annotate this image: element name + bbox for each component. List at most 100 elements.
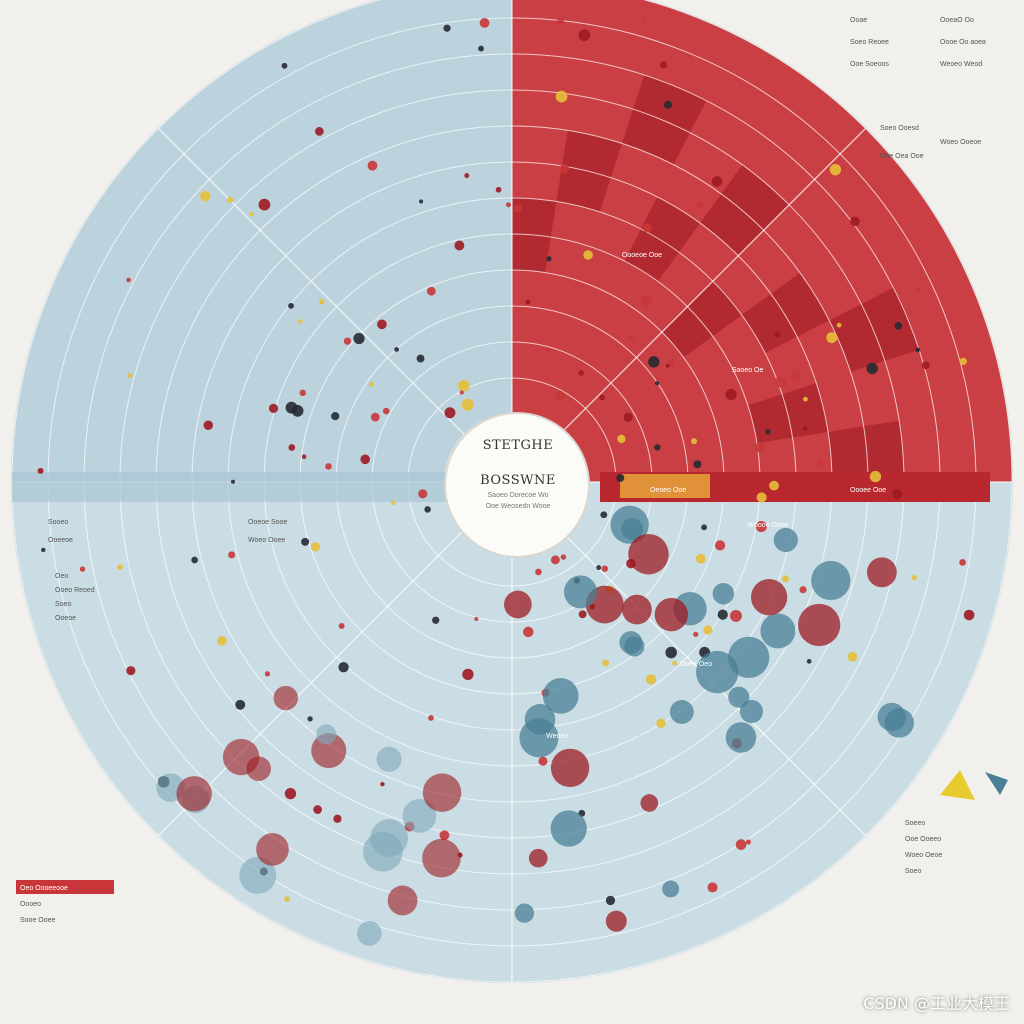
scatter-point [769, 480, 779, 491]
scatter-point [560, 554, 567, 560]
red-sector-step [624, 196, 701, 282]
scatter-point [557, 18, 564, 26]
scatter-point [911, 574, 918, 581]
bubble-point [402, 798, 437, 833]
bubble-point [621, 518, 644, 541]
scatter-point [231, 479, 236, 484]
scatter-point [331, 411, 340, 421]
scatter-point [535, 568, 542, 576]
bubble-point [550, 810, 587, 847]
scatter-point [319, 298, 325, 305]
bubble-point [376, 746, 402, 772]
annotation-left-table: Soeo [55, 601, 71, 608]
annotation-red-band: Oeoeo Ooe [650, 487, 686, 494]
scatter-point [803, 396, 808, 402]
scatter-point [816, 460, 823, 467]
scatter-point [703, 625, 713, 635]
scatter-point [505, 202, 511, 208]
scatter-point [418, 489, 428, 499]
scatter-point [217, 636, 227, 646]
scatter-point [264, 671, 271, 677]
annotation-top-right: OoeaO Oo [940, 17, 974, 24]
sector-label: Weoeo [546, 733, 568, 740]
scatter-point [203, 420, 214, 431]
scatter-point [284, 896, 290, 902]
scatter-point [299, 389, 306, 397]
scatter-point [380, 781, 385, 787]
scatter-point [648, 356, 660, 368]
scatter-point [693, 631, 699, 637]
bubble-point [866, 557, 897, 588]
bubble-point [622, 594, 652, 625]
scatter-point [847, 651, 858, 662]
red-sector-step [622, 74, 707, 165]
scatter-point [578, 610, 587, 619]
scatter-point [382, 407, 390, 415]
scatter-point [454, 240, 465, 251]
red-sector-step [828, 420, 904, 482]
annotation-top-right: Ooe Soeoos [850, 61, 889, 68]
bottom-left-label-box [16, 880, 114, 894]
scatter-point [802, 426, 808, 432]
bubble-point [696, 650, 739, 694]
scatter-point [806, 658, 812, 664]
scatter-point [717, 609, 728, 620]
bubble-point [628, 533, 669, 575]
scatter-point [729, 609, 742, 622]
scatter-point [774, 376, 786, 388]
scatter-point [711, 176, 723, 187]
scatter-point [522, 626, 534, 638]
scatter-point [459, 390, 464, 395]
bubble-point [422, 773, 462, 812]
scatter-point [915, 347, 921, 353]
scatter-point [443, 24, 451, 32]
scatter-point [127, 373, 133, 379]
scatter-point [338, 623, 345, 629]
bubble-point [357, 921, 382, 946]
annotation-left-table: Ooeo Reoed [55, 587, 95, 594]
bubble-point [773, 527, 798, 553]
annotation-top-right: Soeo Reoee [850, 39, 889, 46]
scatter-point [695, 553, 706, 564]
scatter-point [755, 520, 767, 533]
scatter-point [391, 500, 396, 506]
scatter-point [325, 463, 332, 470]
scatter-point [428, 715, 434, 721]
scatter-point [755, 442, 766, 453]
annotation-bottom-right: Ooe Ooeeo [905, 836, 941, 843]
sector-label: Woooe Oooe [747, 522, 788, 529]
scatter-point [578, 29, 591, 42]
scatter-point [514, 204, 523, 213]
scatter-point [690, 438, 698, 445]
scatter-point [667, 358, 676, 367]
scatter-point [538, 756, 548, 766]
bubble-point [654, 597, 689, 632]
scatter-point [707, 882, 718, 893]
bubble-point [884, 708, 914, 738]
scatter-point [628, 336, 634, 342]
scatter-point [654, 444, 661, 451]
scatter-point [281, 62, 288, 69]
scatter-point [642, 223, 652, 233]
scatter-point [616, 473, 625, 482]
bubble-point [640, 794, 659, 812]
bubble-point [504, 590, 532, 619]
scatter-point [419, 199, 424, 204]
scatter-point [583, 250, 593, 260]
scatter-point [892, 489, 903, 500]
scatter-point [545, 347, 552, 354]
scatter-point [495, 186, 502, 193]
scatter-point [525, 299, 531, 305]
bubble-point [528, 848, 548, 868]
scatter-point [41, 547, 46, 553]
scatter-point [249, 212, 254, 217]
spoke-gridline [158, 529, 465, 836]
scatter-point [313, 805, 323, 814]
scatter-point [258, 198, 271, 211]
scatter-point [268, 403, 279, 413]
annotation-bottom-left: Sooe Ooee [20, 917, 56, 924]
scatter-point [550, 555, 560, 565]
scatter-point [791, 370, 802, 381]
scatter-point [602, 659, 610, 667]
sector-label: Oooeoe Ooe [622, 252, 662, 259]
